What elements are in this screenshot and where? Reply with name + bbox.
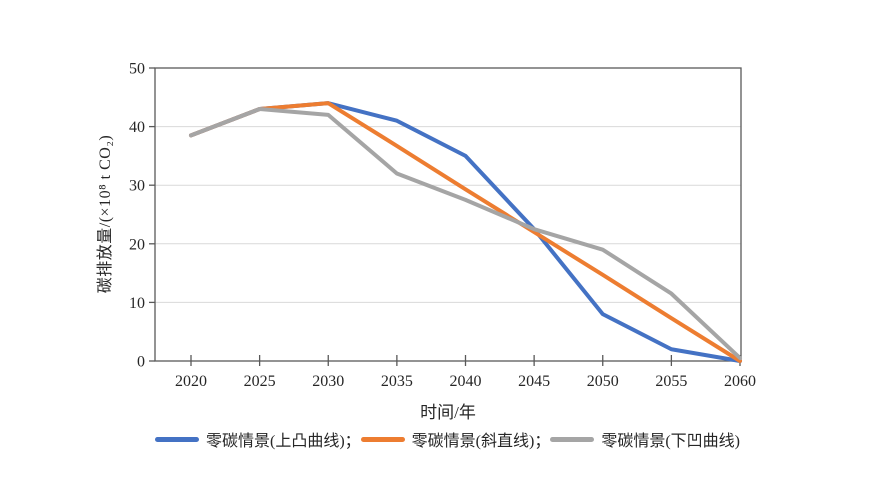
x-tick-label: 2060 bbox=[724, 373, 756, 390]
x-tick-label: 2025 bbox=[244, 373, 276, 390]
x-tick-label: 2050 bbox=[587, 373, 619, 390]
legend: 零碳情景(上凸曲线)； 零碳情景(斜直线)； 零碳情景(下凹曲线) bbox=[155, 427, 740, 451]
y-tick-label: 10 bbox=[129, 295, 145, 312]
x-tick-label: 2030 bbox=[312, 373, 344, 390]
series-line-零碳情景(下凹曲线) bbox=[189, 107, 742, 361]
series-line-零碳情景(斜直线) bbox=[189, 101, 742, 363]
x-tick-label: 2055 bbox=[655, 373, 687, 390]
legend-item-straight: 零碳情景(斜直线)； bbox=[360, 427, 551, 451]
legend-label-straight: 零碳情景(斜直线)； bbox=[411, 433, 551, 450]
legend-label-concave: 零碳情景(下凹曲线) bbox=[601, 433, 741, 450]
series-line-零碳情景(上凸曲线) bbox=[189, 101, 742, 363]
y-tick-label: 40 bbox=[129, 119, 145, 136]
y-tick-label: 30 bbox=[129, 178, 145, 195]
plot-border bbox=[154, 67, 742, 362]
legend-line-swatch-convex bbox=[155, 436, 199, 442]
y-tick-label: 50 bbox=[129, 61, 145, 78]
legend-item-concave: 零碳情景(下凹曲线) bbox=[550, 427, 740, 451]
legend-item-convex: 零碳情景(上凸曲线)； bbox=[155, 427, 361, 451]
x-tick-label: 2035 bbox=[381, 373, 413, 390]
legend-label-convex: 零碳情景(上凸曲线)； bbox=[206, 433, 361, 450]
y-tick-label: 20 bbox=[129, 236, 145, 253]
x-axis-title: 时间/年 bbox=[420, 403, 476, 422]
x-tick-label: 2045 bbox=[518, 373, 550, 390]
x-tick-label: 2020 bbox=[175, 373, 207, 390]
x-tick-label: 2040 bbox=[450, 373, 482, 390]
y-axis-title: 碳排放量/(×10⁸ t CO₂) bbox=[97, 134, 114, 294]
y-tick-label: 0 bbox=[137, 354, 145, 371]
legend-line-swatch-straight bbox=[360, 436, 405, 442]
legend-line-swatch-concave bbox=[550, 436, 595, 442]
